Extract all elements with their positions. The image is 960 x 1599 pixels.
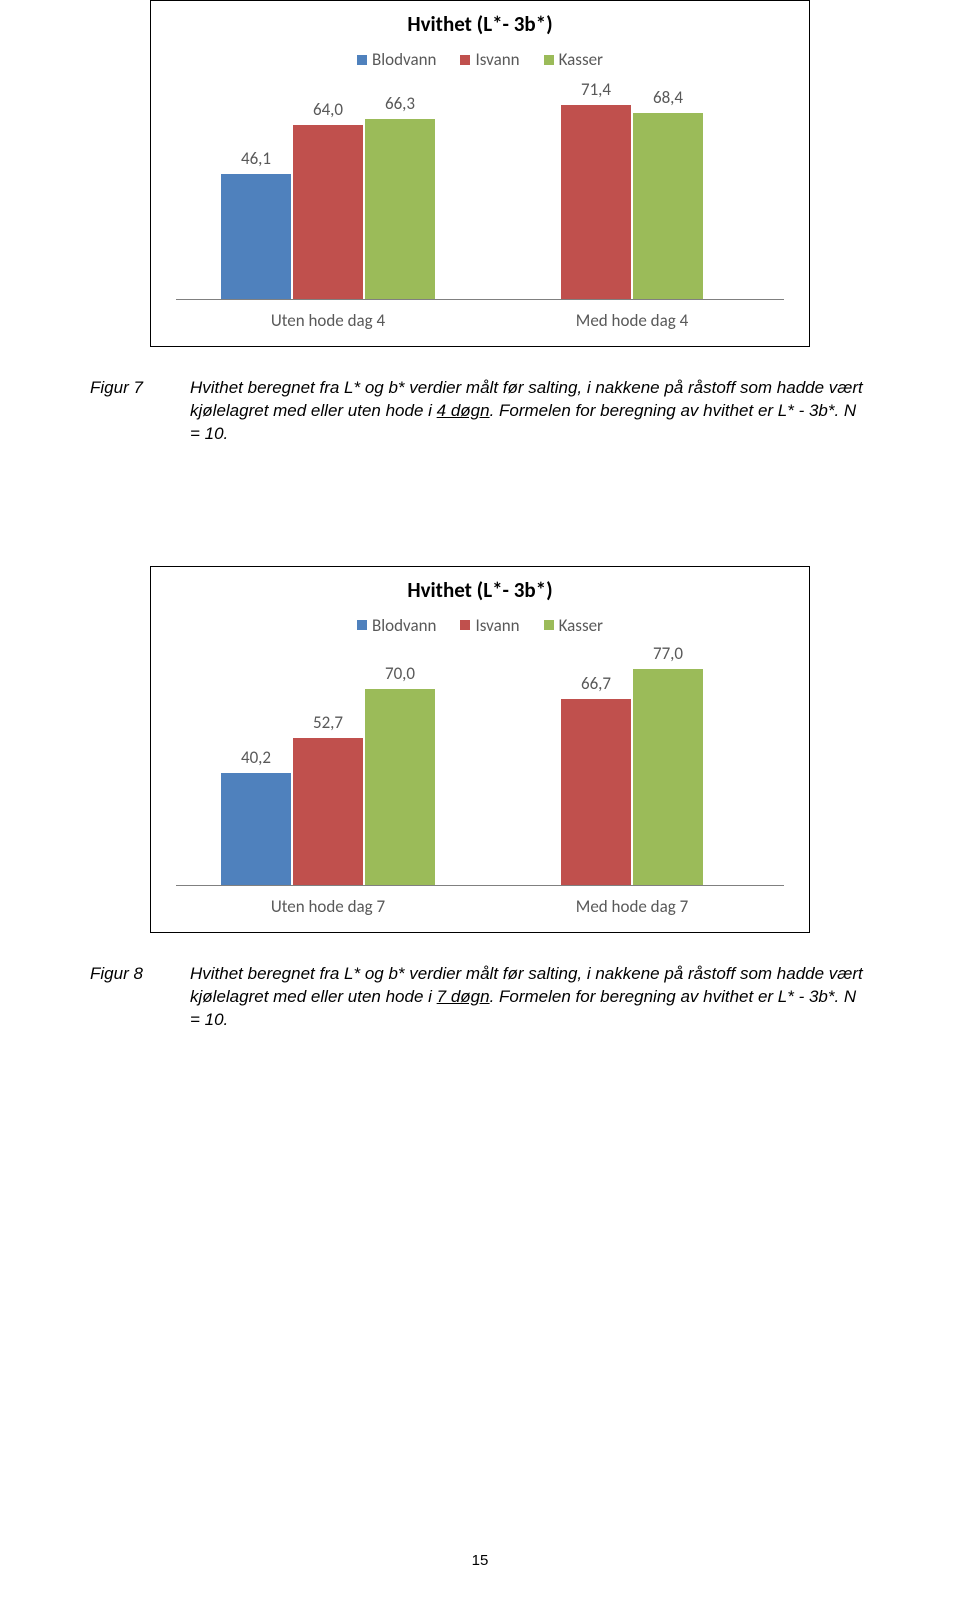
- chart-1-x-labels: Uten hode dag 4 Med hode dag 4: [176, 310, 784, 331]
- caption-text: Hvithet beregnet fra L* og b* verdier må…: [190, 963, 870, 1032]
- legend-label: Kasser: [559, 615, 603, 636]
- x-axis-label: Med hode dag 7: [480, 896, 784, 917]
- bar-wrap: 46,1: [220, 148, 292, 300]
- chart-1-plot: 46,1 64,0 66,3 71,4 68,4: [176, 80, 784, 300]
- legend-item: Isvann: [460, 615, 519, 636]
- legend-swatch-icon: [357, 620, 367, 630]
- bar-value-label: 77,0: [653, 643, 683, 664]
- caption-underline: 7 døgn: [437, 987, 490, 1006]
- legend-label: Blodvann: [372, 49, 436, 70]
- bar-group: 40,2 52,7 70,0: [176, 646, 480, 886]
- chart-2-title: Hvithet (L*- 3b*): [166, 577, 794, 603]
- bar: [560, 104, 632, 300]
- figure-8-caption: Figur 8 Hvithet beregnet fra L* og b* ve…: [90, 963, 870, 1032]
- bar-wrap: 66,7: [560, 673, 632, 886]
- bar-group: 71,4 68,4: [480, 80, 784, 300]
- legend-swatch-icon: [460, 620, 470, 630]
- axis-baseline: [176, 299, 784, 300]
- bar: [560, 698, 632, 886]
- chart-2-groups: 40,2 52,7 70,0 66,7 77,0: [176, 646, 784, 886]
- legend-item: Kasser: [544, 49, 603, 70]
- chart-2-plot: 40,2 52,7 70,0 66,7 77,0: [176, 646, 784, 886]
- bar-value-label: 52,7: [313, 712, 343, 733]
- bar-wrap: 52,7: [292, 712, 364, 886]
- caption-label: Figur 7: [90, 377, 190, 446]
- caption-underline: 4 døgn: [437, 401, 490, 420]
- bar-value-label: 40,2: [241, 747, 271, 768]
- bar: [364, 118, 436, 300]
- x-axis-label: Med hode dag 4: [480, 310, 784, 331]
- legend-item: Blodvann: [357, 615, 436, 636]
- bar-wrap: 64,0: [292, 99, 364, 300]
- legend-swatch-icon: [357, 55, 367, 65]
- bar-wrap: 68,4: [632, 87, 704, 300]
- axis-baseline: [176, 885, 784, 886]
- bar: [292, 124, 364, 300]
- chart-1-groups: 46,1 64,0 66,3 71,4 68,4: [176, 80, 784, 300]
- legend-label: Isvann: [475, 49, 519, 70]
- legend-item: Isvann: [460, 49, 519, 70]
- bar-value-label: 66,7: [581, 673, 611, 694]
- chart-1-title: Hvithet (L*- 3b*): [166, 11, 794, 37]
- bar-group: 46,1 64,0 66,3: [176, 80, 480, 300]
- legend-swatch-icon: [460, 55, 470, 65]
- bar-wrap: 77,0: [632, 643, 704, 885]
- bar-wrap: 66,3: [364, 93, 436, 300]
- legend-item: Blodvann: [357, 49, 436, 70]
- legend-swatch-icon: [544, 620, 554, 630]
- bar: [220, 772, 292, 886]
- bar-value-label: 46,1: [241, 148, 271, 169]
- bar: [220, 173, 292, 300]
- caption-label: Figur 8: [90, 963, 190, 1032]
- bar-wrap: 71,4: [560, 79, 632, 300]
- bar-wrap: 70,0: [364, 663, 436, 886]
- bar-group: 66,7 77,0: [480, 646, 784, 886]
- page-number: 15: [0, 1552, 960, 1569]
- bar: [364, 688, 436, 886]
- x-axis-label: Uten hode dag 7: [176, 896, 480, 917]
- legend-label: Kasser: [559, 49, 603, 70]
- bar: [292, 737, 364, 886]
- bar-value-label: 66,3: [385, 93, 415, 114]
- bar: [632, 112, 704, 300]
- chart-2-x-labels: Uten hode dag 7 Med hode dag 7: [176, 896, 784, 917]
- chart-2-frame: Hvithet (L*- 3b*) Blodvann Isvann Kasser…: [150, 566, 810, 933]
- legend-swatch-icon: [544, 55, 554, 65]
- bar-value-label: 64,0: [313, 99, 343, 120]
- x-axis-label: Uten hode dag 4: [176, 310, 480, 331]
- chart-1-frame: Hvithet (L*- 3b*) Blodvann Isvann Kasser…: [150, 0, 810, 347]
- bar-value-label: 68,4: [653, 87, 683, 108]
- bar-value-label: 70,0: [385, 663, 415, 684]
- bar: [632, 668, 704, 885]
- caption-text: Hvithet beregnet fra L* og b* verdier må…: [190, 377, 870, 446]
- legend-item: Kasser: [544, 615, 603, 636]
- chart-1-legend: Blodvann Isvann Kasser: [166, 49, 794, 70]
- legend-label: Blodvann: [372, 615, 436, 636]
- bar-wrap: 40,2: [220, 747, 292, 886]
- bar-value-label: 71,4: [581, 79, 611, 100]
- legend-label: Isvann: [475, 615, 519, 636]
- chart-2-legend: Blodvann Isvann Kasser: [166, 615, 794, 636]
- figure-7-caption: Figur 7 Hvithet beregnet fra L* og b* ve…: [90, 377, 870, 446]
